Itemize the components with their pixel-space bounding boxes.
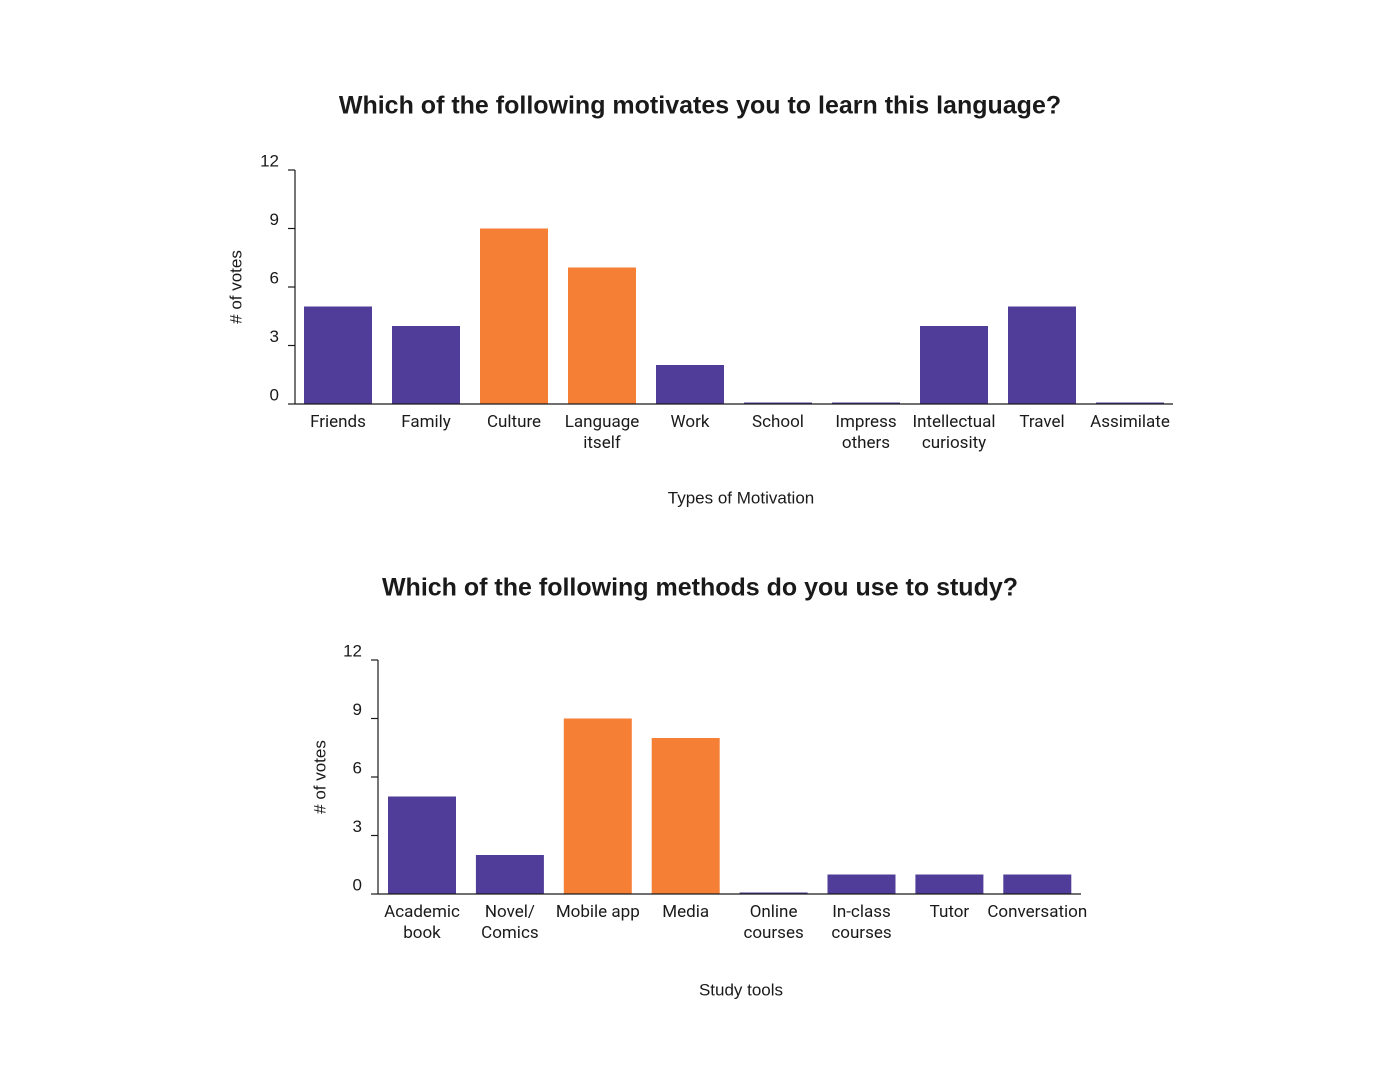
x-tick-label: Language itself [564,412,640,453]
y-tick-label: 9 [270,210,279,229]
x-tick-label: Novel/ Comics [481,902,539,943]
bar [563,718,632,894]
bar [1008,306,1076,404]
x-tick-label: Impress others [835,412,897,453]
bar [388,796,456,894]
chart-title: Which of the following methods do you us… [382,574,1018,602]
x-axis-label: Study tools [699,980,783,999]
y-tick-label: 6 [353,758,362,777]
x-tick-label: Intellectual curiosity [912,412,996,453]
x-tick-label: Culture [486,412,542,432]
y-axis-label: # of votes [226,250,245,324]
x-tick-label: Mobile app [555,902,640,922]
bar [475,855,544,894]
bar [480,228,548,404]
y-tick-label: 3 [270,327,279,346]
bar [1096,402,1164,404]
x-tick-label: Conversation [987,902,1088,922]
x-axis-label: Types of Motivation [668,488,814,507]
bar [827,874,896,894]
y-tick-label: 6 [270,268,279,287]
x-tick-label: Assimilate [1090,412,1170,432]
bar [651,738,720,894]
x-tick-label: School [752,412,804,432]
y-tick-label: 3 [353,817,362,836]
y-tick-label: 12 [343,641,362,660]
y-tick-label: 0 [270,385,279,404]
bar [656,365,724,404]
x-tick-label: Friends [310,412,366,432]
y-tick-label: 9 [353,700,362,719]
x-tick-label: Online courses [743,902,804,943]
y-tick-label: 0 [353,875,362,894]
y-axis-label: # of votes [310,740,329,814]
bar [832,402,900,404]
x-tick-label: Academic book [384,902,460,943]
x-tick-label: Media [662,902,710,922]
bar [915,874,984,894]
x-tick-label: Work [670,412,710,432]
bar [568,267,636,404]
x-tick-label: Travel [1019,412,1065,432]
bar [744,402,812,404]
x-tick-label: In-class courses [831,902,892,943]
x-tick-label: Tutor [929,902,970,922]
chart-title: Which of the following motivates you to … [339,92,1061,120]
bar [1003,874,1072,894]
bar [920,326,988,404]
bar [304,306,372,404]
bar [739,892,808,894]
y-tick-label: 12 [260,151,279,170]
bar [392,326,460,404]
x-tick-label: Family [401,412,451,432]
